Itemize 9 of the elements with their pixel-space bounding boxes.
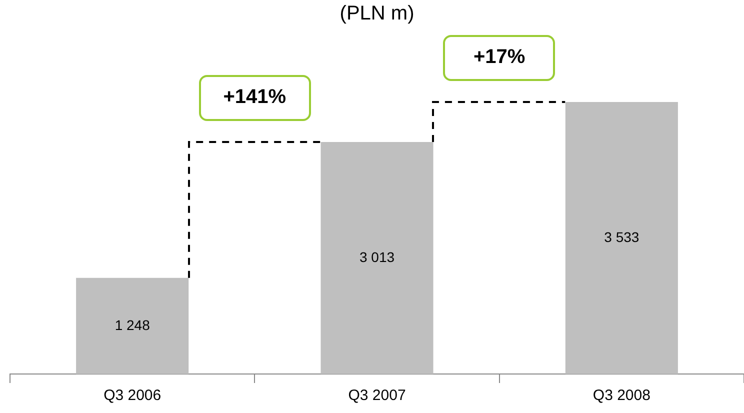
annotation: +141%: [198, 74, 311, 121]
chart-title: (PLN m): [340, 2, 414, 25]
x-tick-label: Q3 2007: [348, 387, 406, 404]
data-label: 1 248: [114, 316, 150, 333]
x-tick-label: Q3 2008: [592, 387, 650, 404]
data-label: 3 013: [359, 248, 395, 265]
data-label: 3 533: [604, 228, 640, 245]
x-tick-label: Q3 2006: [104, 387, 162, 404]
text: +17%: [443, 34, 556, 81]
